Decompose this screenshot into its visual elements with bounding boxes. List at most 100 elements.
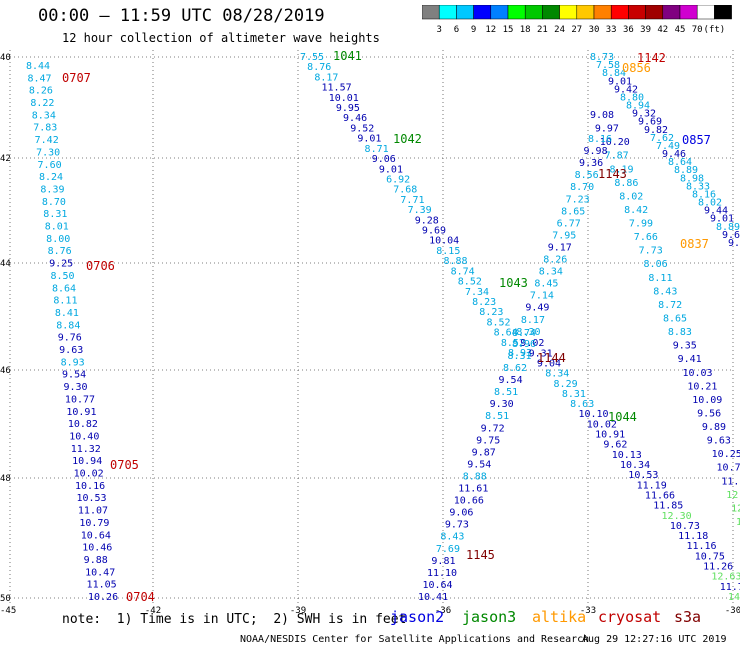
color-scale-label: 27 (571, 25, 582, 35)
swh-value: 7.34 (465, 287, 489, 298)
swh-value: 9.81 (431, 556, 455, 567)
swh-value: 10.20 (600, 137, 630, 148)
swh-value: 11.85 (653, 501, 683, 512)
swh-value: 8.84 (56, 320, 80, 331)
swh-value: 8.74 (451, 266, 475, 277)
swh-value: 8.98 (680, 173, 704, 184)
swh-value: 8.01 (45, 222, 69, 233)
swh-value: 8.89 (716, 222, 740, 233)
swh-value: 9.25 (49, 259, 73, 270)
swh-value: 9.69 (638, 117, 662, 128)
color-scale-label: 45 (675, 25, 686, 35)
lat-tick-label: 50 (0, 594, 11, 604)
lat-tick-label: 40 (0, 53, 11, 63)
swh-value: 8.96 (512, 339, 536, 350)
swh-value: 9.32 (632, 109, 656, 120)
lat-tick-label: 46 (0, 366, 11, 376)
swh-value: 9.06 (372, 154, 396, 165)
color-scale-label: 12 (485, 25, 496, 35)
swh-value: 8.74 (512, 328, 536, 339)
page-title: 00:00 – 11:59 UTC 08/28/2019 (38, 6, 325, 26)
swh-value: 8.34 (539, 267, 563, 278)
swh-value: 11.05 (87, 580, 117, 591)
swh-value: 9.69 (422, 226, 446, 237)
swh-value: 8.31 (43, 209, 67, 220)
swh-value: 9.63 (59, 345, 83, 356)
swh-value: 11.18 (678, 531, 708, 542)
swh-value: 9.01 (357, 134, 381, 145)
swh-value: 8.26 (543, 255, 567, 266)
swh-value: 13 (736, 517, 740, 528)
color-swatch (714, 5, 732, 20)
color-scale-bar: 3 6 9 12 15 18 21 24 27 30 33 36 39 42 45 70 (ft) (422, 5, 732, 35)
lon-tick-label: -30 (725, 606, 740, 616)
swh-value: 10.73 (717, 463, 740, 474)
swh-value: 7.69 (436, 544, 460, 555)
swh-value: 8.17 (521, 315, 545, 326)
swh-value: 11.16 (686, 541, 716, 552)
swh-value: 8.52 (501, 338, 525, 349)
swh-value: 8.11 (648, 273, 672, 284)
swh-value: 8.52 (458, 277, 482, 288)
swh-value: 8.51 (485, 411, 509, 422)
swh-value: 8.86 (614, 178, 638, 189)
swh-value: 9.89 (702, 422, 726, 433)
swh-value: 11.07 (78, 506, 108, 517)
color-scale-label: (ft) (704, 25, 726, 35)
swh-value: 9.41 (678, 354, 702, 365)
swh-value: 9.98 (584, 146, 608, 157)
swh-value: 12.30 (662, 511, 692, 522)
lon-tick-label: -42 (145, 606, 161, 616)
swh-value: 10.64 (422, 580, 452, 591)
swh-value: 11.79 (720, 582, 740, 593)
lon-tick-label: -39 (290, 606, 306, 616)
lat-tick-label: 44 (0, 259, 11, 269)
swh-value: 8.41 (55, 308, 79, 319)
swh-value: 8.50 (51, 271, 75, 282)
swh-value: 10.66 (454, 496, 484, 507)
swh-value: 9.49 (525, 303, 549, 314)
swh-value: 8.76 (307, 62, 331, 73)
pass-time-label: 0857 (682, 133, 711, 147)
legend-jason3: jason3 (462, 608, 517, 626)
swh-value: 6.77 (557, 218, 581, 229)
swh-value: 7.23 (566, 194, 590, 205)
color-scale-label: 18 (520, 25, 531, 35)
swh-value: 8.71 (365, 144, 389, 155)
footer-note: note: 1) Time is in UTC; 2) SWH is in fe… (62, 612, 407, 627)
swh-value: 8.31 (562, 389, 586, 400)
swh-value: 10.01 (329, 93, 359, 104)
swh-value: 8.34 (32, 110, 56, 121)
credit-text: NOAA/NESDIS Center for Satellite Applica… (240, 634, 590, 645)
color-scale-label: 33 (606, 25, 617, 35)
lat-tick-label: 48 (0, 474, 11, 484)
swh-value: 11.61 (458, 484, 488, 495)
swh-value: 10.34 (620, 460, 650, 471)
swh-value: 10.82 (68, 419, 98, 430)
swh-value: 8.29 (554, 379, 578, 390)
swh-value: 9.01 (710, 214, 734, 225)
swh-value: 7.99 (629, 219, 653, 230)
color-scale-label: 24 (554, 25, 565, 35)
swh-value: 9.88 (84, 555, 108, 566)
swh-value: 10.47 (85, 567, 115, 578)
pass-time-label: 0707 (62, 71, 91, 85)
pass-time-label: 1142 (637, 51, 666, 65)
swh-value: 10.16 (75, 481, 105, 492)
swh-value: 7.73 (639, 246, 663, 257)
lon-tick-label: -36 (435, 606, 451, 616)
swh-value: 8.02 (698, 198, 722, 209)
pass-time-label: 0705 (110, 458, 139, 472)
swh-value: 8.00 (46, 234, 70, 245)
swh-value: 7.66 (634, 232, 658, 243)
swh-value: 9.02 (520, 338, 544, 349)
swh-value: 9.44 (704, 206, 728, 217)
swh-value: 9.46 (343, 113, 367, 124)
credit-timestamp: Aug 29 12:27:16 UTC 2019 (582, 634, 727, 645)
swh-value: 8.93 (508, 348, 532, 359)
swh-value: 8.83 (668, 327, 692, 338)
swh-value: 8.80 (620, 92, 644, 103)
swh-value: 9.28 (415, 215, 439, 226)
swh-value: 8.65 (561, 206, 585, 217)
